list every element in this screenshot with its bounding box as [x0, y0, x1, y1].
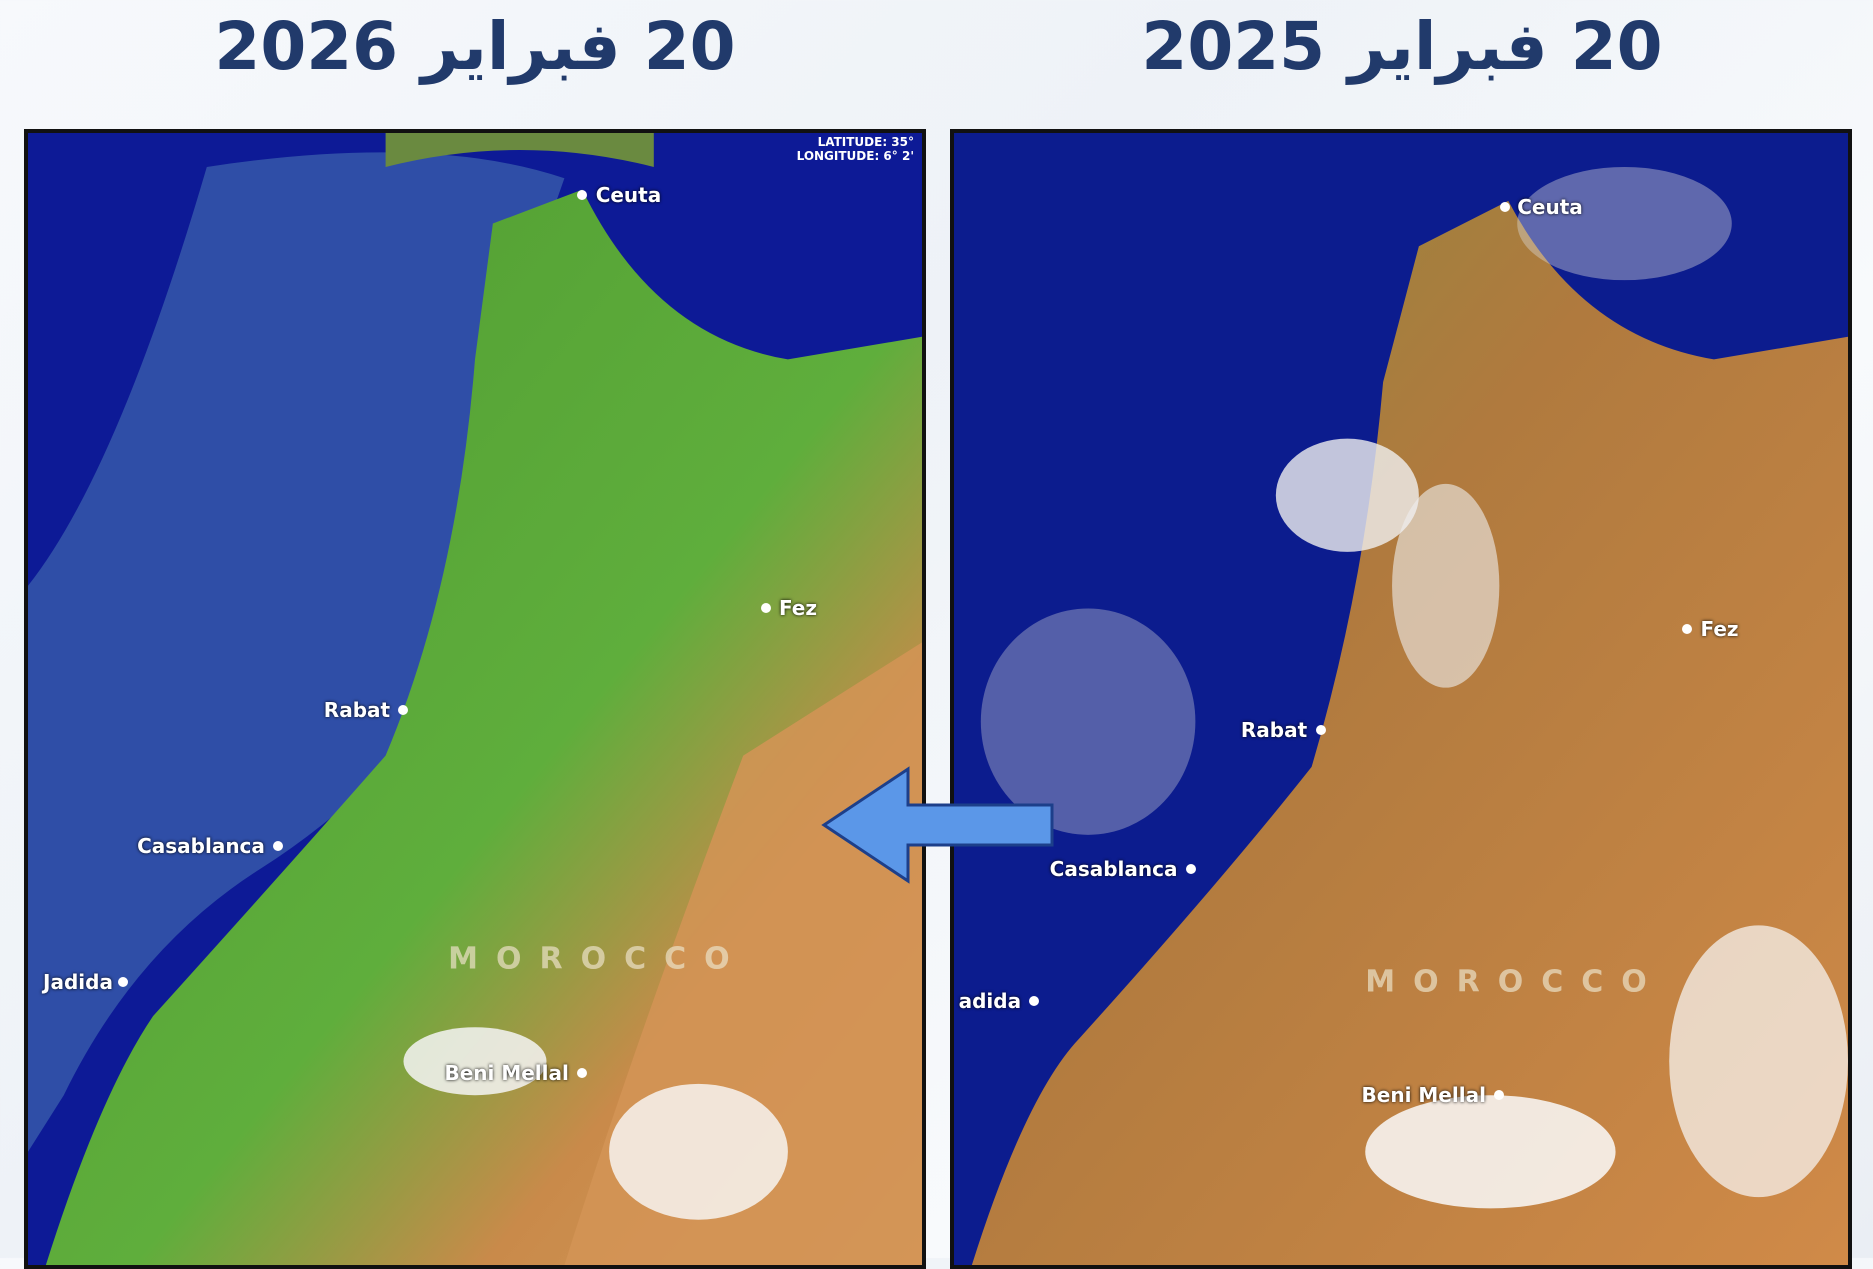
city-label-fez: Fez — [1700, 616, 1739, 641]
satellite-map-2025: Ceuta Fez Rabat Casablanca adida Beni Me… — [950, 129, 1852, 1269]
city-label-ceuta: Ceuta — [595, 183, 662, 208]
title-2025: 20 فبراير 2025 — [1141, 8, 1663, 85]
city-label-jadida: adida — [958, 989, 1022, 1014]
country-label: MOROCCO — [448, 941, 748, 977]
city-label-ceuta: Ceuta — [1517, 194, 1583, 219]
city-dot-fez — [1682, 623, 1693, 634]
city-label-casablanca: Casablanca — [1049, 856, 1178, 881]
city-dot-rabat — [1315, 724, 1326, 735]
city-dot-jadida — [1029, 996, 1040, 1007]
coordinates-readout: LATITUDE: 35° LONGITUDE: 6° 2' — [796, 135, 914, 163]
city-dot-casablanca — [273, 841, 284, 852]
city-label-beni-mellal: Beni Mellal — [1361, 1083, 1486, 1108]
city-dot-jadida — [117, 977, 128, 987]
city-label-jadida: Jadida — [43, 970, 113, 994]
city-label-rabat: Rabat — [323, 698, 391, 723]
city-dot-rabat — [398, 705, 409, 716]
city-dot-beni-mellal — [577, 1067, 588, 1078]
city-label-beni-mellal: Beni Mellal — [444, 1060, 569, 1085]
city-dot-fez — [760, 603, 771, 614]
city-label-fez: Fez — [778, 596, 818, 621]
title-2026: 20 فبراير 2026 — [214, 8, 736, 85]
city-label-casablanca: Casablanca — [137, 834, 265, 859]
city-dot-ceuta — [577, 190, 588, 201]
satellite-map-2026: LATITUDE: 35° LONGITUDE: 6° 2' Ceuta Fez … — [24, 129, 926, 1269]
city-dot-ceuta — [1499, 201, 1510, 212]
country-label: MOROCCO — [1365, 964, 1665, 1000]
city-dot-casablanca — [1185, 863, 1196, 874]
city-label-rabat: Rabat — [1240, 717, 1308, 742]
city-dot-beni-mellal — [1494, 1090, 1505, 1101]
comparison-arrow-icon — [821, 766, 1054, 884]
